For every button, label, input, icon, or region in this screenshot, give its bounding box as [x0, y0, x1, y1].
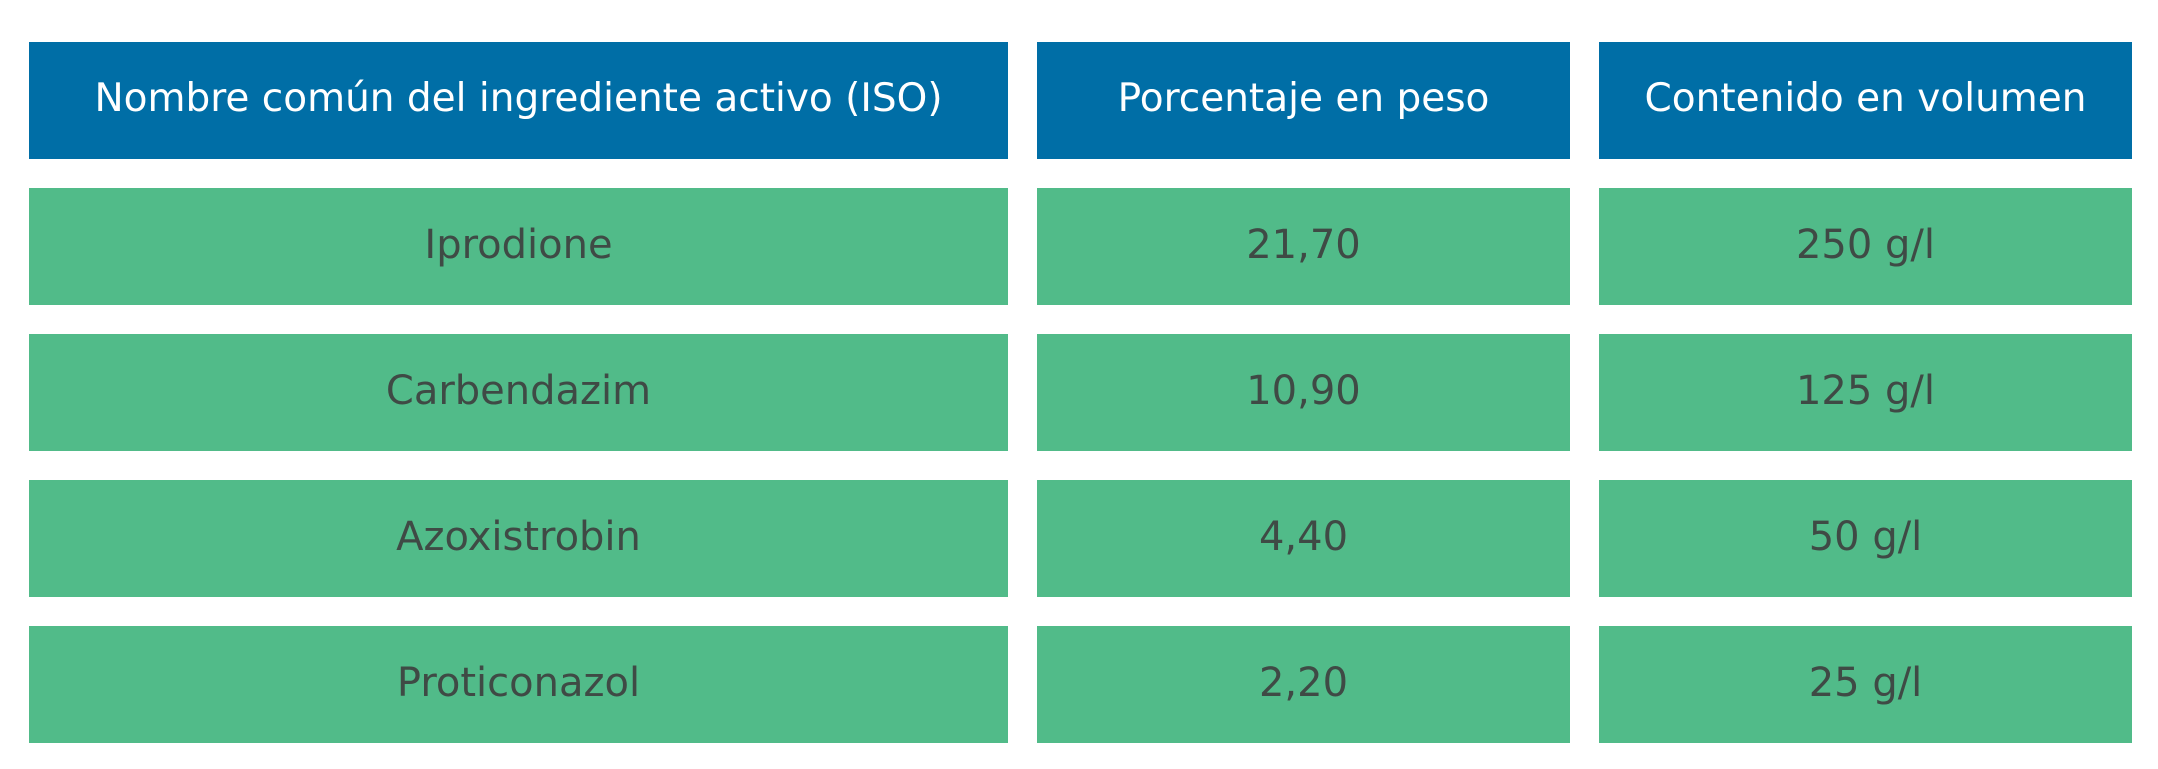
header-volume-content: Contenido en volumen	[1599, 42, 2132, 159]
table-cell-volume: 125 g/l	[1599, 334, 2132, 451]
table-cell-ingredient: Proticonazol	[29, 626, 1008, 743]
header-weight-percentage: Porcentaje en peso	[1037, 42, 1570, 159]
header-ingredient-name: Nombre común del ingrediente activo (ISO…	[29, 42, 1008, 159]
table-cell-ingredient: Iprodione	[29, 188, 1008, 305]
table-cell-volume: 250 g/l	[1599, 188, 2132, 305]
table-cell-volume: 25 g/l	[1599, 626, 2132, 743]
table-cell-weight: 10,90	[1037, 334, 1570, 451]
table-cell-ingredient: Carbendazim	[29, 334, 1008, 451]
table-cell-volume: 50 g/l	[1599, 480, 2132, 597]
table-cell-weight: 21,70	[1037, 188, 1570, 305]
table-cell-weight: 2,20	[1037, 626, 1570, 743]
table-cell-weight: 4,40	[1037, 480, 1570, 597]
table-cell-ingredient: Azoxistrobin	[29, 480, 1008, 597]
ingredients-table: Nombre común del ingrediente activo (ISO…	[29, 42, 2132, 743]
